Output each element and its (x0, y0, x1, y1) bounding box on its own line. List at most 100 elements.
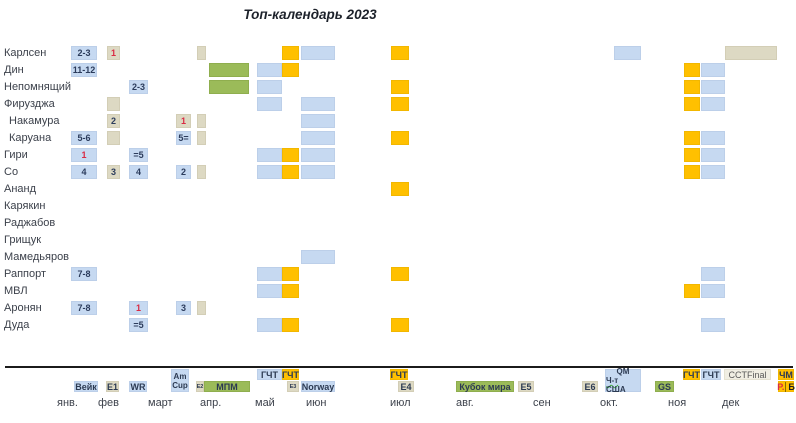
player-label: Со (4, 166, 19, 178)
player-label: Карлсен (4, 47, 47, 59)
player-label: Непомнящий (4, 81, 72, 93)
result-value: 1 (180, 116, 186, 126)
chart-title: Топ-календарь 2023 (243, 7, 377, 22)
event-cell: =5 (129, 318, 148, 332)
player-label: Каруана (9, 132, 52, 144)
month-label: дек (722, 397, 740, 409)
event-cell (701, 97, 725, 111)
event-cell: 1 (129, 301, 148, 315)
legend-separator (5, 366, 793, 368)
event-cell (282, 148, 299, 162)
player-label: Раджабов (4, 217, 56, 229)
legend-label: Am (173, 371, 187, 381)
event-cell: 2 (107, 114, 120, 128)
month-label: апр. (200, 397, 222, 409)
legend-label: E1 (107, 381, 119, 392)
player-label: Дуда (4, 319, 30, 331)
event-cell (107, 97, 120, 111)
legend-item-gs: GS (655, 381, 674, 392)
player-label: Аронян (4, 302, 42, 314)
event-cell (684, 97, 700, 111)
legend-label: ЧМ (779, 369, 793, 380)
event-cell (701, 148, 725, 162)
legend-label: GS (657, 381, 671, 392)
month-label: май (255, 397, 275, 409)
event-cell (391, 97, 409, 111)
event-cell (282, 165, 299, 179)
legend-label: E2 (196, 383, 204, 390)
legend-item-e3: E3 (287, 381, 299, 392)
legend-label: E3 (289, 383, 297, 390)
legend-label: E5 (520, 381, 532, 392)
legend-item-e4: E4 (398, 381, 414, 392)
legend-label: ГЧТ (702, 369, 720, 380)
legend-item-chm: Р. Б (777, 381, 795, 392)
event-cell: 2 (176, 165, 191, 179)
player-label: Ананд (4, 183, 37, 195)
result-value: 11-12 (72, 65, 96, 75)
event-cell (197, 114, 206, 128)
event-cell (725, 46, 777, 60)
legend-item-gct_nov: ГЧТ (683, 369, 700, 380)
month-label: март (148, 397, 173, 409)
event-cell (301, 131, 335, 145)
result-value: 5-6 (77, 133, 91, 143)
event-cell: 4 (71, 165, 97, 179)
event-cell (197, 301, 206, 315)
event-cell (257, 284, 282, 298)
event-cell: 7-8 (71, 267, 97, 281)
event-cell (197, 46, 206, 60)
result-value: 7-8 (77, 269, 91, 279)
result-value: 1 (81, 150, 87, 160)
rapid-label: Р. (777, 381, 785, 392)
event-cell: 3 (107, 165, 120, 179)
event-cell (257, 267, 282, 281)
event-cell (701, 63, 725, 77)
event-cell (614, 46, 641, 60)
blitz-label: Б (785, 381, 795, 392)
legend-item-wijk: Вейк (74, 381, 98, 392)
event-cell (301, 165, 335, 179)
event-cell (701, 165, 725, 179)
legend-label: E4 (400, 381, 412, 392)
event-cell (684, 63, 700, 77)
event-cell (301, 46, 335, 60)
legend-item-e5: E5 (518, 381, 534, 392)
legend-item-gct_dec: ГЧТ (701, 369, 721, 380)
event-cell (391, 80, 409, 94)
event-cell (391, 182, 409, 196)
event-cell (301, 114, 335, 128)
result-value: 2 (180, 167, 186, 177)
legend-item-e1: E1 (106, 381, 119, 392)
event-cell: 1 (107, 46, 120, 60)
result-value: 4 (135, 167, 141, 177)
player-label: Мамедьяров (4, 251, 70, 263)
event-cell (282, 46, 299, 60)
result-value: =5 (133, 320, 144, 330)
legend-item-mpm: МПМ (204, 381, 250, 392)
result-value: 5= (178, 133, 189, 143)
event-cell: 11-12 (71, 63, 97, 77)
result-value: =5 (133, 150, 144, 160)
result-value: 1 (110, 48, 116, 58)
event-cell (684, 80, 700, 94)
event-cell (209, 63, 249, 77)
event-cell (701, 284, 725, 298)
event-cell (391, 46, 409, 60)
legend-label: E6 (584, 381, 596, 392)
legend-label-line2: Ч-т США (606, 376, 626, 394)
legend-item-qm: QM Ч-т США (605, 367, 641, 394)
legend-label: ГЧТ (282, 369, 299, 380)
event-cell (701, 267, 725, 281)
legend-label: Кубок мира (459, 381, 511, 392)
result-value: 3 (110, 167, 116, 177)
legend-label: Norway (301, 381, 335, 392)
event-cell: 7-8 (71, 301, 97, 315)
legend-item-wr: WR (129, 381, 147, 392)
legend-label: ГЧТ (390, 369, 408, 380)
legend-item-e6: E6 (582, 381, 598, 392)
month-label: фев (98, 397, 120, 409)
legend-item-norway: Norway (301, 381, 335, 392)
event-cell: 4 (129, 165, 148, 179)
result-value: 1 (135, 303, 141, 313)
